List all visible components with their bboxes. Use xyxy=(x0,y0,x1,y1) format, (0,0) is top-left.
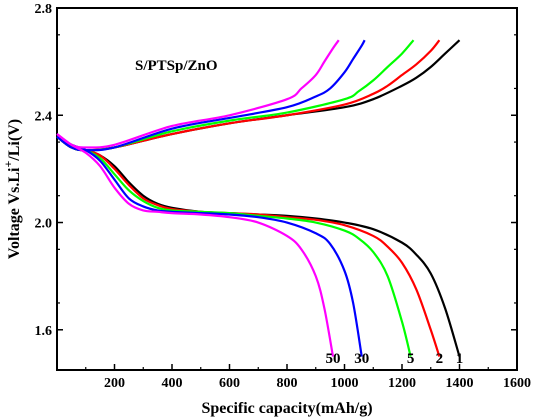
x-tick-label: 1400 xyxy=(446,376,474,391)
x-tick-label: 200 xyxy=(104,376,125,391)
sample-label: S/PTSp/ZnO xyxy=(135,58,218,74)
x-tick-label: 800 xyxy=(277,376,298,391)
curve-label-5: 5 xyxy=(407,351,415,367)
series-30-charge-line xyxy=(56,39,366,152)
end-labels: 50 30 5 2 1 xyxy=(326,351,464,367)
x-axis-title: Specific capacity(mAh/g) xyxy=(201,400,372,417)
y-tick-label: 2.4 xyxy=(35,109,53,124)
y-axis-title-tail: /Li(V) xyxy=(6,119,23,162)
series-50-discharge-line xyxy=(56,133,335,357)
y-tick-label: 2.0 xyxy=(35,217,53,232)
x-tick-label: 400 xyxy=(162,376,183,391)
y-axis-title: Voltage Vs.Li+/Li(V) xyxy=(1,119,23,259)
x-ticks: 200 400 600 800 1000 1200 1400 1600 xyxy=(85,364,531,391)
curve-label-1: 1 xyxy=(456,351,464,367)
y-ticks: 1.6 2.0 2.4 2.8 xyxy=(35,2,517,339)
y-tick-label: 2.8 xyxy=(35,2,53,17)
x-tick-label: 600 xyxy=(219,376,240,391)
y-tick-label: 1.6 xyxy=(35,324,53,339)
curves xyxy=(56,39,461,357)
x-tick-label: 1200 xyxy=(388,376,416,391)
y-axis-title-main: Voltage Vs.Li xyxy=(6,167,23,259)
curve-label-30: 30 xyxy=(354,351,369,367)
y-axis-title-superscript: + xyxy=(1,161,15,168)
x-tick-label: 1600 xyxy=(503,376,531,391)
series-50-charge-line xyxy=(56,39,340,149)
curve-label-2: 2 xyxy=(436,351,444,367)
series-5-discharge-line xyxy=(56,135,412,357)
curve-label-50: 50 xyxy=(326,351,341,367)
series-30-discharge-line xyxy=(56,135,363,357)
x-tick-label: 1000 xyxy=(331,376,359,391)
